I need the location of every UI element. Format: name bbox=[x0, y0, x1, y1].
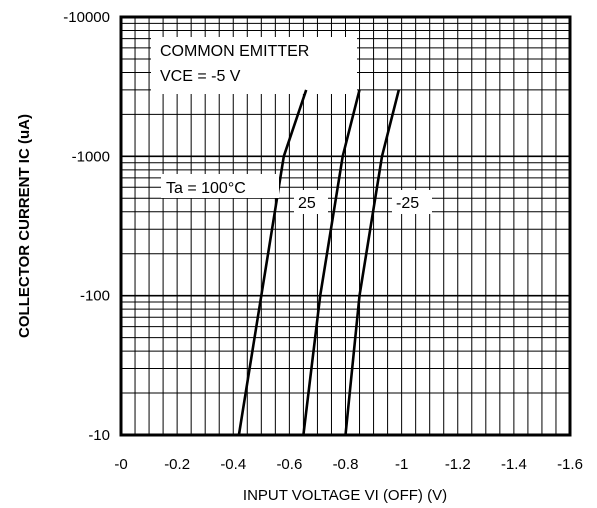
y-tick-label: -10000 bbox=[63, 9, 110, 26]
y-tick-label: -10 bbox=[88, 427, 110, 444]
x-tick-label: -1.4 bbox=[501, 456, 527, 473]
x-tick-labels: -0 -0.2 -0.4 -0.6 -0.8 -1 -1.2 -1.4 -1.6 bbox=[114, 456, 583, 473]
x-tick-label: -1.2 bbox=[445, 456, 471, 473]
x-tick-label: -0 bbox=[114, 456, 127, 473]
label-bg-25 bbox=[294, 190, 328, 214]
y-axis-label: COLLECTOR CURRENT IC (uA) bbox=[16, 114, 33, 338]
x-tick-label: -1 bbox=[395, 456, 408, 473]
series-line-0 bbox=[237, 89, 308, 436]
x-tick-label: -1.6 bbox=[557, 456, 583, 473]
label-bg-minus25 bbox=[392, 190, 432, 214]
x-tick-label: -0.4 bbox=[220, 456, 246, 473]
series-line-1 bbox=[302, 89, 361, 436]
curves bbox=[237, 89, 401, 436]
x-axis-label: INPUT VOLTAGE VI (OFF) (V) bbox=[243, 487, 447, 504]
series-label-minus25: -25 bbox=[396, 195, 419, 212]
annotation-vce: VCE = -5 V bbox=[160, 68, 241, 85]
x-tick-label: -0.6 bbox=[276, 456, 302, 473]
y-tick-label: -1000 bbox=[72, 148, 110, 165]
series-label-25: 25 bbox=[298, 195, 316, 212]
label-bg-ta bbox=[161, 174, 279, 198]
annotation-box bbox=[151, 37, 357, 94]
y-tick-labels: -10000 -1000 -100 -10 bbox=[63, 9, 110, 444]
series-line-2 bbox=[344, 89, 401, 436]
series-label-ta-100: Ta = 100°C bbox=[166, 180, 246, 197]
x-tick-label: -0.8 bbox=[333, 456, 359, 473]
x-tick-label: -0.2 bbox=[164, 456, 190, 473]
annotation-common-emitter: COMMON EMITTER bbox=[160, 43, 309, 60]
y-tick-label: -100 bbox=[80, 288, 110, 305]
